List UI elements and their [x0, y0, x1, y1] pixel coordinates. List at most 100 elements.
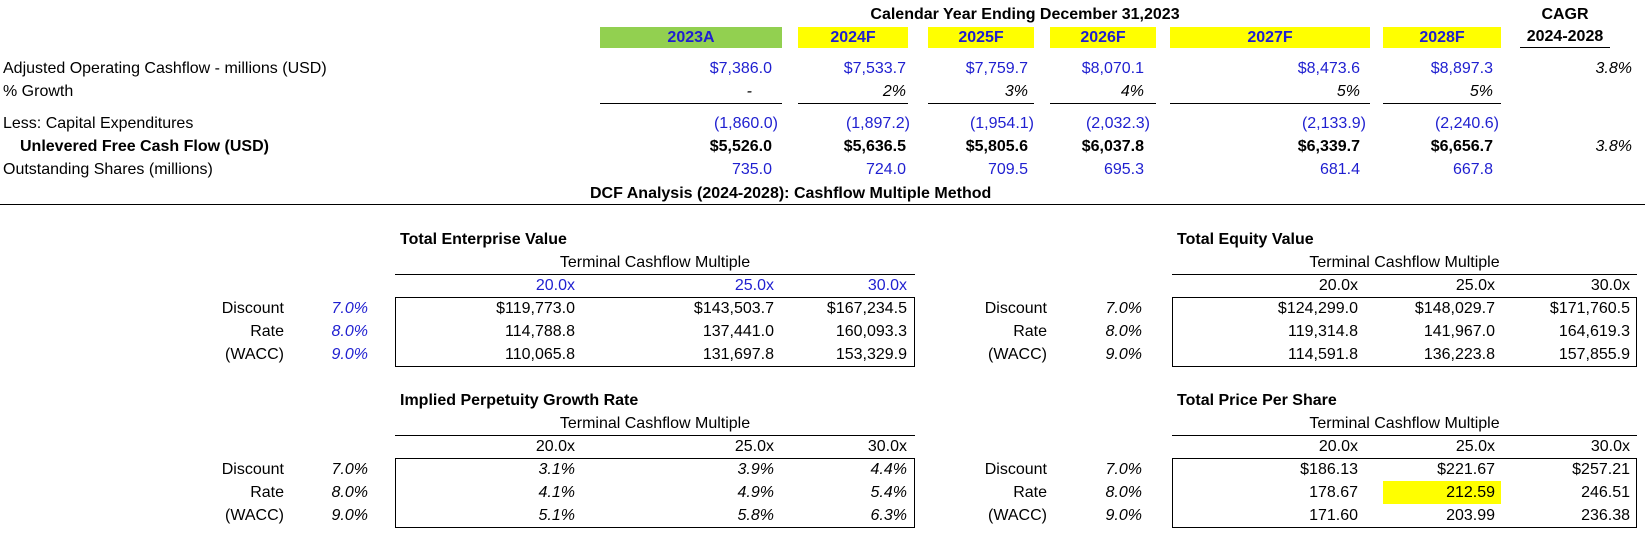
growth-2023A: - [746, 83, 752, 100]
tev-grid-box [395, 297, 915, 367]
tq-rate-8: 8.0% [1105, 323, 1142, 340]
tev-multiple-underline [395, 274, 915, 275]
growth-2027F: 5% [1336, 83, 1360, 100]
tpps-row-label-rate: Rate [1013, 484, 1047, 501]
ipg-cell: 6.3% [870, 507, 907, 524]
tpps-multiple-25x: 25.0x [1455, 438, 1495, 455]
tpps-row-label-wacc: (WACC) [988, 507, 1047, 524]
tev-rate-7: 7.0% [331, 300, 368, 317]
shares-2027F: 681.4 [1319, 161, 1360, 178]
shares-2026F: 695.3 [1103, 161, 1144, 178]
tev-multiple-25x: 25.0x [734, 277, 774, 294]
dcf-title: DCF Analysis (2024-2028): Cashflow Multi… [590, 185, 992, 202]
ipg-cell: 4.1% [538, 484, 575, 501]
tpps-cell: 246.51 [1581, 484, 1630, 501]
aocf-2024F: $7,533.7 [843, 60, 906, 77]
tpps-cell: $257.21 [1572, 461, 1630, 478]
tq-multiple-underline [1172, 274, 1637, 275]
ipg-rate-8: 8.0% [331, 484, 368, 501]
tev-cell: 110,065.8 [505, 346, 575, 363]
shares-2025F: 709.5 [987, 161, 1028, 178]
tq-multiple-20x: 20.0x [1318, 277, 1358, 294]
ipg-row-label-wacc: (WACC) [225, 507, 284, 524]
year-header-2023A: 2023A [600, 27, 782, 48]
calendar-year-title: Calendar Year Ending December 31,2023 [870, 6, 1180, 23]
ipg-row-label-discount: Discount [221, 461, 284, 478]
tev-row-label-discount: Discount [221, 300, 284, 317]
growth-underline-2026F [1050, 103, 1156, 104]
tev-row-label-wacc: (WACC) [225, 346, 284, 363]
tpps-multiple-30x: 30.0x [1590, 438, 1630, 455]
tev-title: Total Enterprise Value [400, 231, 567, 248]
tpps-rate-7: 7.0% [1105, 461, 1142, 478]
capex-2027F: (2,133.9) [1301, 115, 1366, 132]
year-header-2028F: 2028F [1383, 27, 1501, 48]
aocf-2026F: $8,070.1 [1081, 60, 1144, 77]
aocf-cagr: 3.8% [1595, 60, 1632, 77]
tq-cell: 114,591.8 [1288, 346, 1358, 363]
tev-cell: $143,503.7 [693, 300, 774, 317]
tev-multiple-30x: 30.0x [867, 277, 907, 294]
tq-cell: 136,223.8 [1423, 346, 1495, 363]
ipg-cell: 4.4% [870, 461, 907, 478]
ipg-cell: 5.1% [538, 507, 575, 524]
ipg-multiple-25x: 25.0x [734, 438, 774, 455]
ipg-title: Implied Perpetuity Growth Rate [400, 392, 639, 409]
ipg-cell: 4.9% [737, 484, 774, 501]
capex-2025F: (1,954.1) [969, 115, 1034, 132]
tev-cell: 131,697.8 [702, 346, 774, 363]
ufcf-2026F: $6,037.8 [1081, 138, 1144, 155]
tev-rate-8: 8.0% [331, 323, 368, 340]
tq-rate-7: 7.0% [1105, 300, 1142, 317]
cagr-underline [1520, 47, 1610, 48]
capex-2023A: (1,860.0) [713, 115, 778, 132]
ipg-rate-9: 9.0% [331, 507, 368, 524]
tpps-cell: 178.67 [1309, 484, 1358, 501]
tq-cell: 141,967.0 [1423, 323, 1495, 340]
growth-label: % Growth [3, 83, 74, 100]
tev-cell: 153,329.9 [835, 346, 907, 363]
tpps-cell: $221.67 [1437, 461, 1495, 478]
ufcf-label: Unlevered Free Cash Flow (USD) [20, 138, 269, 155]
tq-rate-9: 9.0% [1105, 346, 1142, 363]
tq-row-label-discount: Discount [984, 300, 1047, 317]
ufcf-cagr: 3.8% [1595, 138, 1632, 155]
ipg-multiple-label: Terminal Cashflow Multiple [559, 415, 751, 432]
shares-2023A: 735.0 [731, 161, 772, 178]
ufcf-2027F: $6,339.7 [1297, 138, 1360, 155]
cagr-range: 2024-2028 [1526, 28, 1604, 45]
tpps-cell: 203.99 [1446, 507, 1495, 524]
ufcf-2024F: $5,636.5 [843, 138, 906, 155]
ufcf-2025F: $5,805.6 [965, 138, 1028, 155]
capex-label: Less: Capital Expenditures [3, 115, 194, 132]
tq-cell: 157,855.9 [1558, 346, 1630, 363]
ipg-cell: 5.8% [737, 507, 774, 524]
growth-underline-2023A [600, 103, 782, 104]
ipg-multiple-20x: 20.0x [535, 438, 575, 455]
year-header-2024F: 2024F [798, 27, 908, 48]
ipg-multiple-underline [395, 435, 915, 436]
tev-cell: 114,788.8 [505, 323, 575, 340]
growth-underline-2025F [928, 103, 1034, 104]
tev-cell: $167,234.5 [826, 300, 907, 317]
tev-multiple-label: Terminal Cashflow Multiple [559, 254, 751, 271]
tpps-title: Total Price Per Share [1177, 392, 1337, 409]
tpps-rate-8: 8.0% [1105, 484, 1142, 501]
ipg-cell: 5.4% [870, 484, 907, 501]
tq-row-label-wacc: (WACC) [988, 346, 1047, 363]
ipg-cell: 3.9% [737, 461, 774, 478]
growth-2028F: 5% [1469, 83, 1493, 100]
aocf-2028F: $8,897.3 [1430, 60, 1493, 77]
tpps-rate-9: 9.0% [1105, 507, 1142, 524]
section-divider [0, 204, 1645, 205]
year-header-2026F: 2026F [1050, 27, 1156, 48]
tpps-cell: 171.60 [1309, 507, 1358, 524]
aocf-2023A: $7,386.0 [709, 60, 772, 77]
tq-cell: $124,299.0 [1277, 300, 1358, 317]
tpps-multiple-underline [1172, 435, 1637, 436]
shares-2028F: 667.8 [1452, 161, 1493, 178]
tq-cell: $171,760.5 [1549, 300, 1630, 317]
growth-2026F: 4% [1120, 83, 1144, 100]
capex-2026F: (2,032.3) [1085, 115, 1150, 132]
tpps-grid-box [1172, 458, 1637, 528]
